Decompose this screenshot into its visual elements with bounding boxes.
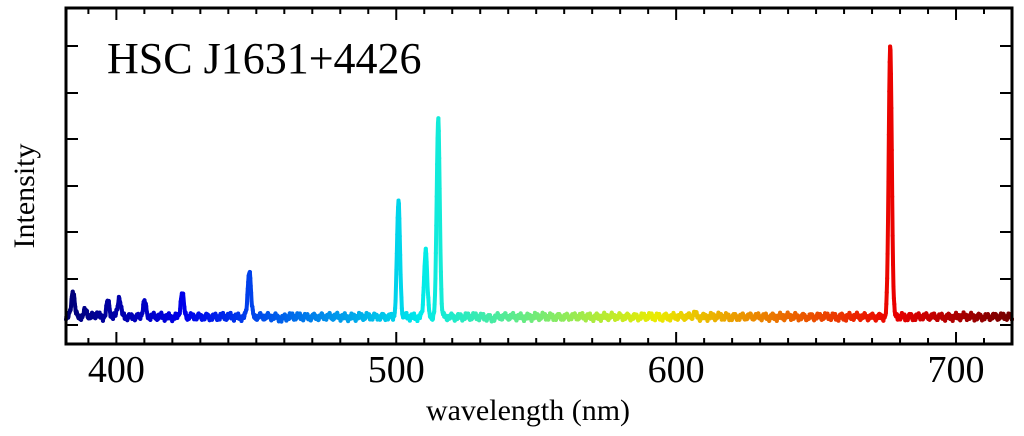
x-axis-label: wavelength (nm) bbox=[426, 394, 630, 427]
chart-title: HSC J1631+4426 bbox=[107, 34, 422, 83]
spectrum-data-layer bbox=[64, 44, 1014, 324]
x-tick-label: 700 bbox=[928, 349, 985, 391]
y-axis-label: Intensity bbox=[8, 144, 41, 249]
axis-ticks: 400 500 600 700 bbox=[66, 8, 1012, 391]
plot-frame bbox=[64, 6, 1014, 346]
x-tick-label: 400 bbox=[88, 349, 145, 391]
x-tick-label: 500 bbox=[368, 349, 425, 391]
x-tick-label: 600 bbox=[648, 349, 705, 391]
